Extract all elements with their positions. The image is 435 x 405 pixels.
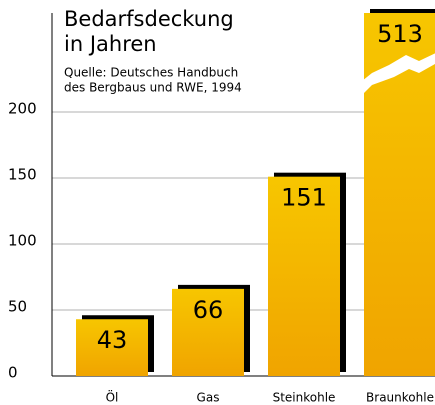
x-tick-label: Steinkohle <box>273 391 336 405</box>
chart-title: in Jahren <box>64 32 157 56</box>
y-tick-label: 150 <box>8 166 37 184</box>
bar <box>76 319 148 376</box>
chart-subtitle: des Bergbaus und RWE, 1994 <box>64 81 242 95</box>
y-tick-label: 100 <box>8 232 37 250</box>
value-label: 66 <box>193 296 224 324</box>
x-tick-label: Braunkohle <box>366 391 434 405</box>
x-tick-label: Gas <box>197 391 220 405</box>
y-tick-label: 200 <box>8 100 37 118</box>
chart-title: Bedarfsdeckung <box>64 7 234 31</box>
y-tick-label: 0 <box>8 364 18 382</box>
bar <box>172 288 244 376</box>
value-label: 513 <box>377 20 423 48</box>
value-label: 151 <box>281 184 327 212</box>
bar-break <box>362 53 435 95</box>
x-tick-label: Öl <box>106 389 119 405</box>
y-tick-label: 50 <box>8 298 27 316</box>
bar <box>268 176 340 376</box>
value-label: 43 <box>97 326 128 354</box>
chart-subtitle: Quelle: Deutsches Handbuch <box>64 66 238 80</box>
